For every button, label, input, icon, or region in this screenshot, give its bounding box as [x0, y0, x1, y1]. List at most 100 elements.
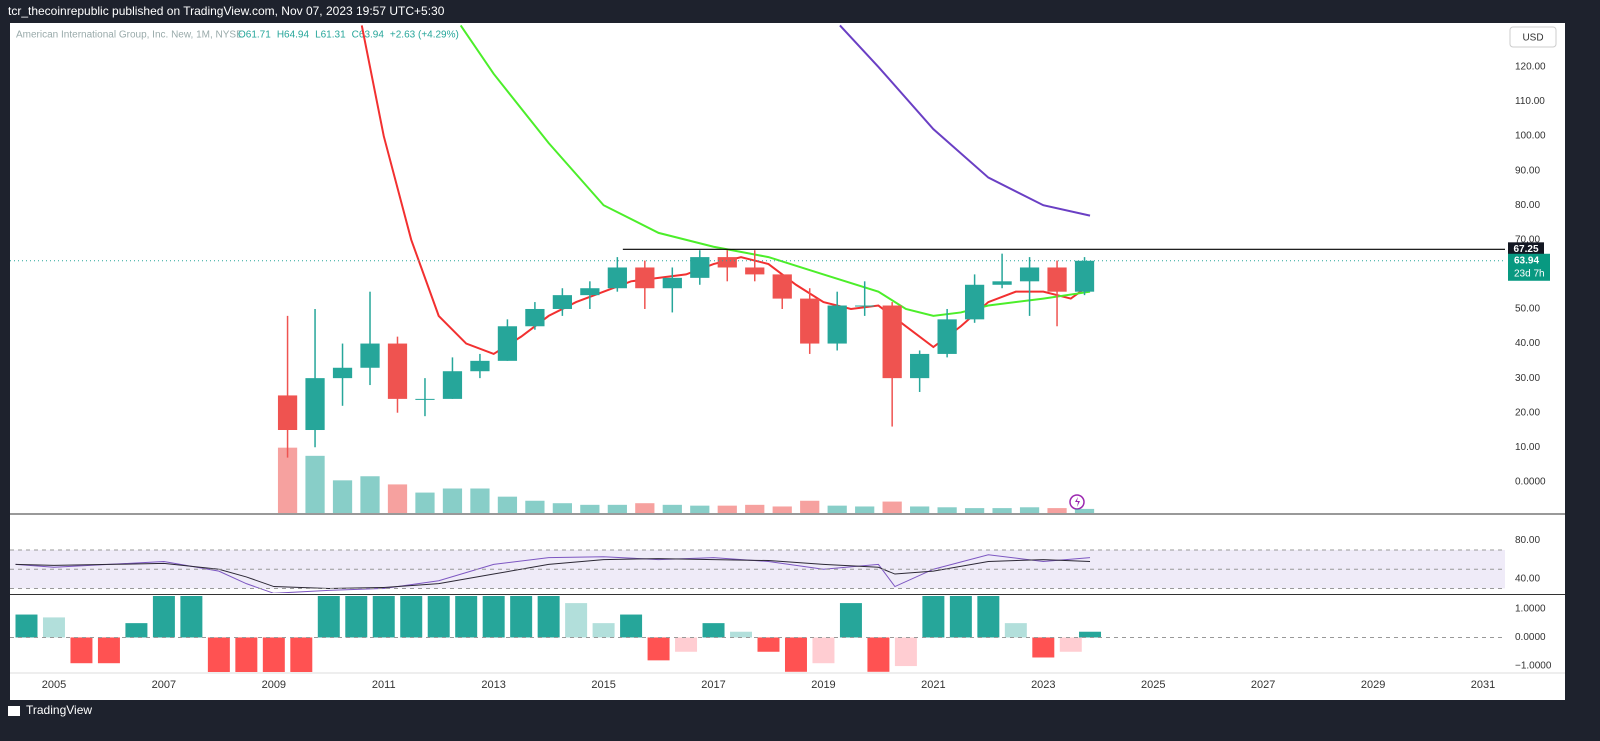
candle-body [580, 288, 600, 296]
y-tick-label: −1.0000 [1515, 661, 1552, 672]
candle-body [360, 343, 380, 368]
macd-bar [1004, 623, 1027, 638]
macd-bar [1032, 637, 1055, 658]
y-tick-label: 20.00 [1515, 407, 1540, 418]
macd-bar [207, 637, 230, 672]
x-tick-label: 2007 [152, 679, 176, 691]
panes: O61.71 H64.94 L61.31 C63.94 +2.63 (+4.29%) 20… [10, 24, 1552, 691]
y-tick-label: 40.00 [1515, 338, 1540, 349]
candle-body [937, 319, 957, 354]
currency[interactable]: USD [1522, 33, 1543, 44]
candle-body [415, 398, 435, 400]
candle-body [1074, 260, 1095, 292]
y-tick-label: 80.00 [1515, 200, 1540, 211]
resistance-label: 67.25 [1513, 244, 1538, 255]
macd-bar [400, 596, 423, 638]
macd-bar [675, 637, 698, 652]
macd-bar [757, 637, 780, 652]
candle-body [552, 295, 572, 309]
volume-bar [470, 488, 490, 513]
legend-symbol: American International Group, Inc. New, … [16, 30, 243, 41]
header-text: tcr_thecoinrepublic published on Trading… [8, 4, 445, 18]
y-tick-label: 50.00 [1515, 304, 1540, 315]
macd-bar [97, 637, 120, 664]
volume-bar [964, 508, 985, 513]
macd-bar [510, 596, 533, 638]
volume-bar [332, 480, 353, 513]
macd-bar [592, 623, 615, 638]
x-tick-label: 2009 [262, 679, 286, 691]
currency-button[interactable] [1509, 26, 1557, 48]
x-tick-label: 2015 [591, 679, 615, 691]
y-tick-label: 80.00 [1515, 535, 1540, 546]
macd-bar [784, 637, 807, 672]
macd-bar [42, 617, 65, 638]
volume-bar [827, 505, 847, 513]
macd-bar [894, 637, 917, 667]
macd-bar [949, 596, 972, 638]
candle-body [662, 277, 682, 289]
volume-bar [607, 504, 627, 513]
legend-item: +2.63 (+4.29%) [390, 30, 459, 41]
volume-bar [1074, 508, 1095, 513]
pane [15, 596, 1102, 672]
chart-area [10, 23, 1565, 700]
x-tick-label: 2027 [1251, 679, 1275, 691]
candle-body [772, 274, 792, 299]
macd-bar [125, 623, 148, 638]
moving-average [839, 24, 1091, 217]
volume-bar [360, 476, 380, 513]
legend-item: O61.71 [238, 30, 271, 41]
x-tick-label: 2017 [701, 679, 725, 691]
last-price-label: 63.94 [1514, 255, 1539, 266]
resistance-label-box [1508, 242, 1544, 257]
candle-body [882, 305, 902, 379]
candle-body [992, 281, 1012, 285]
candle-body [717, 257, 737, 268]
macd-bar [235, 637, 258, 672]
legend-item: L61.31 [315, 30, 346, 41]
volume-bar [525, 500, 545, 513]
macd-bar [647, 637, 670, 661]
countdown-label: 23d 7h [1514, 268, 1545, 279]
candle-body [277, 395, 298, 431]
volume-bar [497, 496, 518, 513]
y-tick-label: 40.00 [1515, 573, 1540, 584]
macd-bar [427, 596, 450, 638]
candle-body [305, 378, 325, 431]
volume-bar [882, 501, 902, 513]
rsi-line [15, 558, 1091, 589]
x-tick-label: 2023 [1031, 679, 1055, 691]
footer-brand: TradingView [26, 703, 92, 717]
macd-bar [1079, 631, 1102, 638]
candle-body [800, 298, 820, 344]
volume-bar [1019, 507, 1040, 513]
x-tick-label: 2005 [42, 679, 66, 691]
candle-body [1047, 267, 1067, 292]
candle-body [525, 308, 545, 327]
macd-bar [565, 603, 588, 638]
volume-bar [305, 455, 325, 513]
y-tick-label: 0.0000 [1515, 477, 1546, 488]
y-tick-label: 10.00 [1515, 442, 1540, 453]
macd-bar [730, 631, 753, 638]
y-tick-label: 100.00 [1515, 131, 1546, 142]
volume-bar [580, 504, 600, 513]
volume-bar [992, 508, 1012, 513]
rsi-line [15, 554, 1091, 593]
volume-bar [387, 484, 408, 513]
y-tick-label: 30.00 [1515, 373, 1540, 384]
x-tick-label: 2029 [1361, 679, 1385, 691]
y-tick-label: 0.0000 [1515, 632, 1546, 643]
candle-body [1019, 267, 1040, 282]
candle-body [635, 267, 655, 289]
candle-body [745, 267, 765, 275]
candle-body [470, 360, 490, 372]
volume-bar [442, 488, 463, 513]
volume-bar [745, 504, 765, 513]
volume-bar [772, 506, 792, 513]
macd-bar [839, 603, 862, 638]
x-tick-label: 2019 [811, 679, 835, 691]
pane [277, 24, 1095, 513]
candle-body [332, 367, 353, 379]
